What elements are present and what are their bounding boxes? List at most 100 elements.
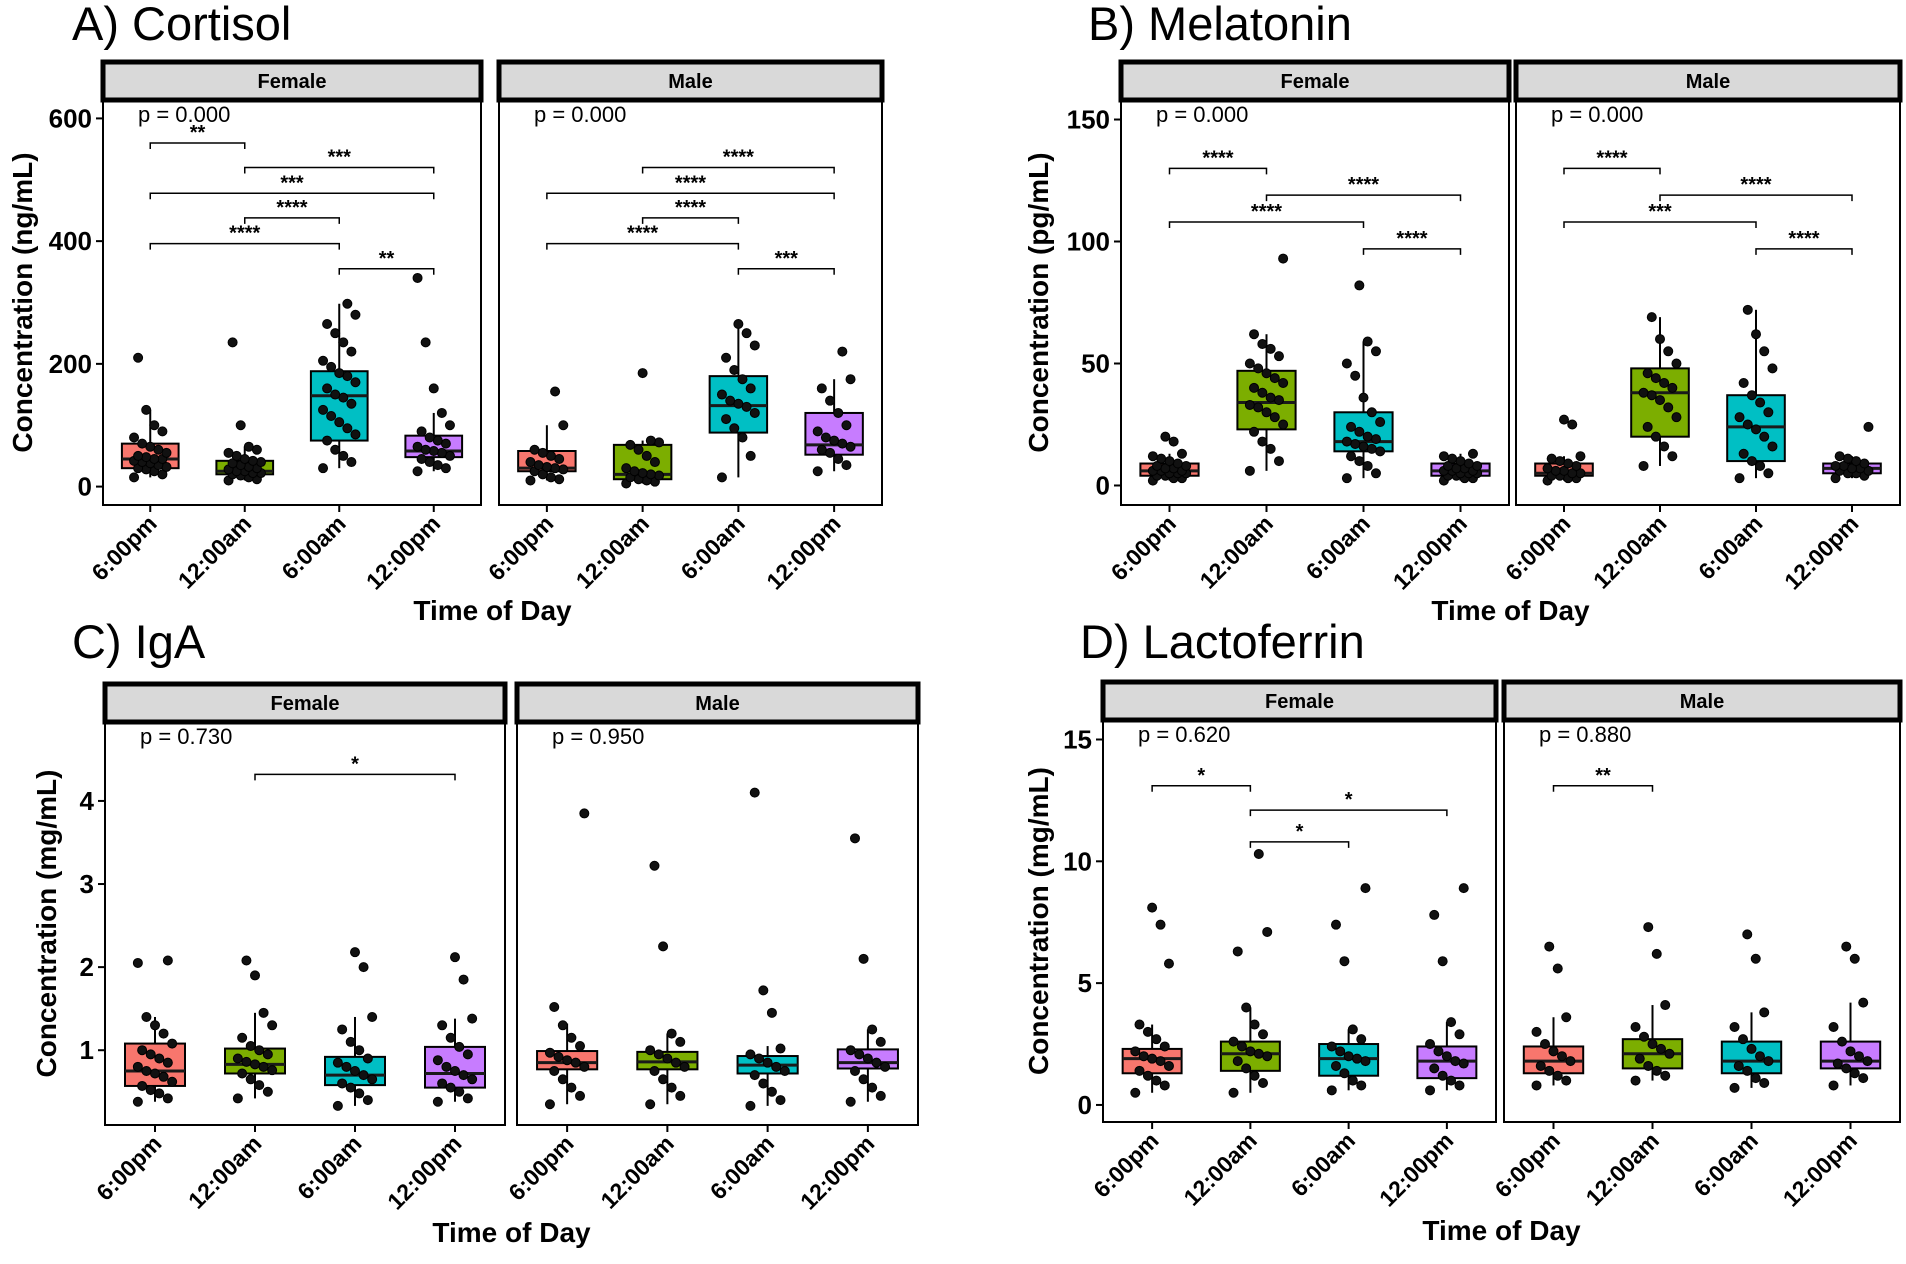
data-point (350, 1065, 360, 1076)
data-point (416, 453, 427, 464)
p-value-label: p = 0.000 (138, 102, 230, 127)
data-point (167, 1038, 178, 1049)
x-axis-title: Time of Day (1422, 1215, 1581, 1246)
data-point (1358, 441, 1369, 452)
data-point (645, 1045, 656, 1056)
data-point (550, 463, 561, 474)
data-point (1346, 421, 1357, 432)
data-point (1729, 1021, 1740, 1032)
data-point (1455, 456, 1466, 467)
x-tick-label: 6:00am (1301, 510, 1375, 584)
data-point (444, 420, 455, 431)
significance-label: *** (1648, 201, 1672, 223)
data-point (729, 365, 740, 375)
data-point (1362, 336, 1373, 347)
facet-strip-label: Male (1686, 71, 1730, 93)
data-point (1552, 963, 1563, 974)
data-point (1849, 1068, 1860, 1079)
significance-bracket (1552, 785, 1654, 792)
data-point (1354, 426, 1365, 437)
data-point (132, 957, 143, 968)
data-point (232, 1093, 243, 1104)
data-point (1655, 334, 1665, 345)
data-point (149, 420, 160, 431)
data-point (1370, 468, 1381, 479)
y-tick-label: 5 (1078, 968, 1092, 998)
data-point (462, 1093, 473, 1104)
significance-label: * (1296, 821, 1304, 843)
significance-bracket (338, 268, 435, 275)
data-point (745, 1049, 756, 1060)
data-point (875, 1090, 886, 1101)
data-point (1544, 941, 1555, 952)
data-point (1147, 1053, 1158, 1064)
data-point (1750, 953, 1761, 964)
data-point (575, 1041, 586, 1052)
data-point (1249, 426, 1260, 437)
data-point (867, 1024, 878, 1035)
data-point (162, 1093, 173, 1104)
data-point (458, 974, 469, 985)
data-point (326, 361, 337, 372)
significance-bracket (737, 268, 835, 275)
significance-label: **** (1396, 228, 1427, 250)
data-point (1249, 1019, 1260, 1030)
data-point (721, 352, 732, 363)
data-point (675, 1090, 686, 1101)
data-point (1155, 1056, 1166, 1067)
box-600pm (1139, 431, 1200, 486)
data-point (1738, 448, 1749, 459)
facet-strip (496, 59, 885, 103)
data-point (679, 1061, 690, 1072)
significance-label: ** (190, 122, 206, 144)
significance-bracket (244, 217, 340, 224)
box-600am (708, 318, 769, 483)
data-point (350, 947, 360, 958)
data-point (467, 1074, 478, 1085)
y-tick-label: 150 (1067, 105, 1110, 135)
data-point (437, 1078, 448, 1089)
x-tick-label: 6:00pm (483, 510, 558, 585)
x-tick-label: 6:00pm (1490, 1127, 1565, 1202)
data-point (1350, 370, 1361, 381)
facet-strip-label: Male (668, 71, 712, 93)
data-point (1354, 456, 1365, 467)
box-1200am (1219, 849, 1281, 1098)
data-point (1249, 1070, 1260, 1081)
data-point (367, 1074, 378, 1085)
data-point (1278, 253, 1289, 264)
box-1200pm (1416, 883, 1478, 1096)
data-point (1767, 441, 1778, 452)
data-point (337, 1078, 348, 1089)
data-point (1646, 312, 1657, 323)
data-point (566, 1082, 577, 1093)
data-point (1278, 378, 1289, 389)
data-point (775, 1095, 786, 1106)
panel-title: B) Melatonin (1088, 0, 1352, 50)
data-point (1257, 387, 1268, 398)
significance-bracket (641, 217, 740, 224)
y-tick-label: 3 (80, 869, 94, 899)
data-point (358, 962, 369, 973)
data-point (1341, 436, 1352, 447)
data-point (1853, 1051, 1864, 1062)
significance-bracket (149, 142, 246, 149)
data-point (167, 1076, 178, 1087)
significance-label: **** (675, 197, 706, 219)
box-600am (309, 298, 369, 474)
box-600pm (1121, 902, 1183, 1098)
data-point (1454, 1029, 1465, 1040)
data-point (566, 1032, 577, 1043)
data-point (129, 472, 140, 483)
data-point (1278, 419, 1289, 430)
facet-strip-label: Female (1265, 691, 1334, 713)
x-tick-label: 6:00pm (86, 510, 161, 585)
data-point (1638, 460, 1649, 471)
facet-strip-label: Female (1281, 71, 1350, 93)
plot-border (1102, 719, 1497, 1123)
data-point (345, 1036, 356, 1047)
data-point (649, 860, 660, 871)
box-1200pm (424, 952, 486, 1107)
data-point (1751, 329, 1761, 340)
data-point (1159, 1080, 1170, 1091)
